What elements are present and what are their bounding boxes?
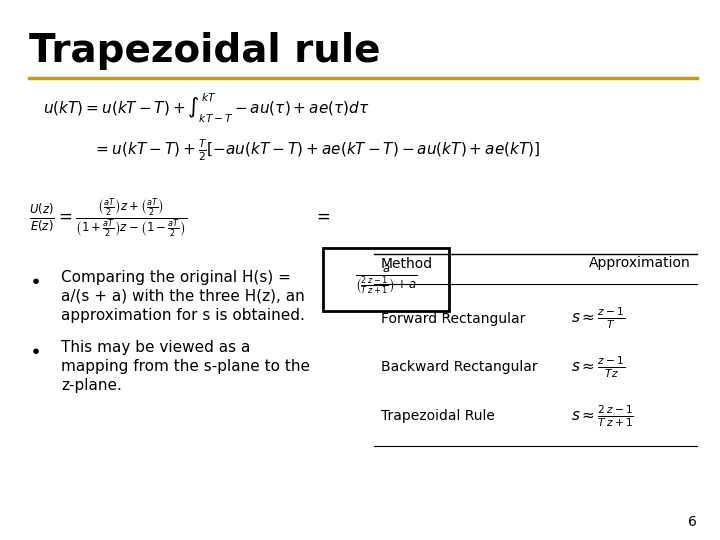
Text: Approximation: Approximation xyxy=(590,256,691,271)
Text: $\frac{a}{\left(\frac{2}{T}\frac{z-1}{z+1}\right)+a}$: $\frac{a}{\left(\frac{2}{T}\frac{z-1}{z+… xyxy=(355,263,418,296)
Text: Forward Rectangular: Forward Rectangular xyxy=(381,312,526,326)
Text: $s \approx \frac{z-1}{T}$: $s \approx \frac{z-1}{T}$ xyxy=(572,306,626,332)
Text: Method: Method xyxy=(381,256,433,271)
Text: 6: 6 xyxy=(688,515,697,529)
Text: mapping from the s-plane to the: mapping from the s-plane to the xyxy=(61,359,310,374)
Text: Trapezoidal rule: Trapezoidal rule xyxy=(29,32,380,70)
Text: $\bullet$: $\bullet$ xyxy=(29,340,40,359)
Text: Trapezoidal Rule: Trapezoidal Rule xyxy=(381,409,495,423)
FancyBboxPatch shape xyxy=(323,248,449,310)
Text: $\frac{U(z)}{E(z)} = \frac{\left(\frac{aT}{2}\right)z + \left(\frac{aT}{2}\right: $\frac{U(z)}{E(z)} = \frac{\left(\frac{a… xyxy=(29,197,186,240)
Text: z-plane.: z-plane. xyxy=(61,378,122,393)
Text: $s \approx \frac{2}{T}\frac{z-1}{z+1}$: $s \approx \frac{2}{T}\frac{z-1}{z+1}$ xyxy=(572,403,634,429)
Text: $u(kT) = u(kT - T) + \int_{kT-T}^{kT} -au(\tau) + ae(\tau)d\tau$: $u(kT) = u(kT - T) + \int_{kT-T}^{kT} -a… xyxy=(43,92,369,125)
Text: $s \approx \frac{z-1}{Tz}$: $s \approx \frac{z-1}{Tz}$ xyxy=(572,354,626,380)
Text: Comparing the original H(s) =: Comparing the original H(s) = xyxy=(61,270,291,285)
Text: $\bullet$: $\bullet$ xyxy=(29,270,40,289)
Text: a/(s + a) with the three H(z), an: a/(s + a) with the three H(z), an xyxy=(61,289,305,304)
Text: approximation for s is obtained.: approximation for s is obtained. xyxy=(61,308,305,323)
Text: $=$: $=$ xyxy=(312,207,330,225)
Text: $= u(kT - T) + \frac{T}{2}[-au(kT-T) + ae(kT-T) - au(kT) + ae(kT)]$: $= u(kT - T) + \frac{T}{2}[-au(kT-T) + a… xyxy=(94,138,541,163)
Text: Backward Rectangular: Backward Rectangular xyxy=(381,360,538,374)
Text: This may be viewed as a: This may be viewed as a xyxy=(61,340,251,355)
